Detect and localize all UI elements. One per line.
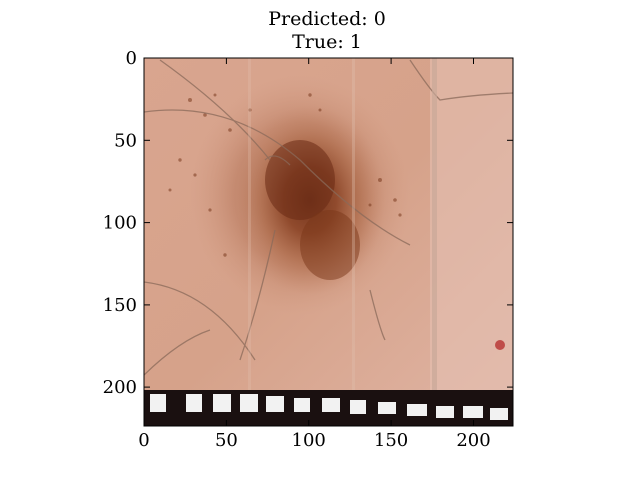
title-predicted: Predicted: 0 (268, 8, 386, 30)
y-tick-label: 200 (103, 377, 137, 398)
x-tick-label: 200 (456, 430, 490, 451)
x-axis (143, 58, 474, 426)
y-tick-label: 0 (126, 48, 137, 69)
y-tick-label: 150 (103, 295, 137, 316)
y-axis (144, 57, 513, 388)
skin-lesion-image (144, 58, 513, 426)
x-tick-label: 50 (215, 430, 238, 451)
x-tick-label: 0 (138, 430, 149, 451)
x-tick-label: 100 (292, 430, 326, 451)
title-true: True: 1 (292, 31, 362, 53)
axes-frame (143, 57, 514, 427)
x-tick-label: 150 (374, 430, 408, 451)
y-tick-label: 100 (103, 213, 137, 234)
y-tick-label: 50 (114, 130, 137, 151)
